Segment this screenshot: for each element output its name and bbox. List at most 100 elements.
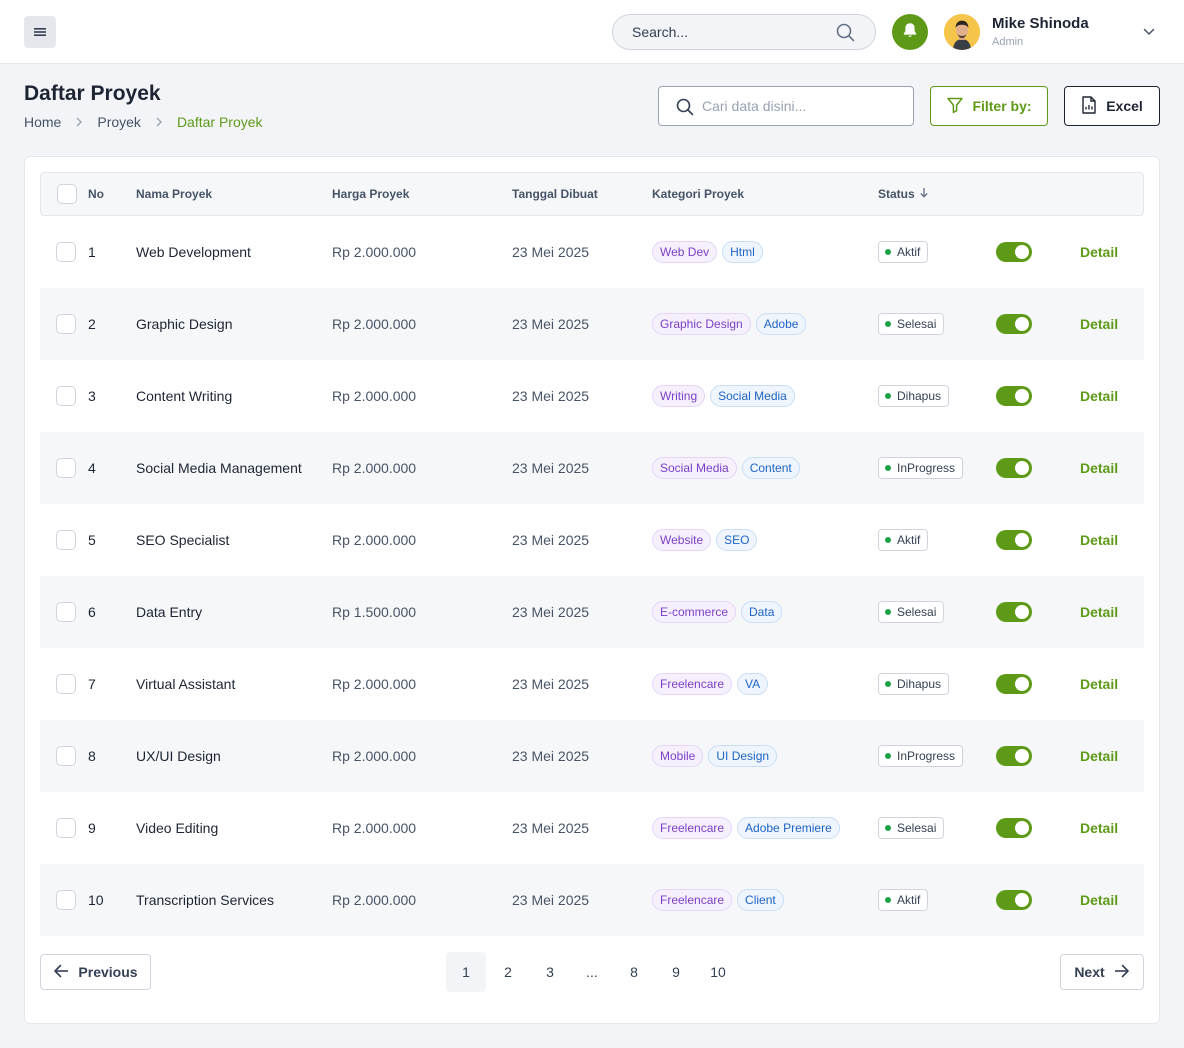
active-toggle[interactable]: [996, 674, 1032, 694]
breadcrumb-proyek[interactable]: Proyek: [97, 114, 141, 130]
project-price: Rp 1.500.000: [332, 604, 417, 620]
category-tag: Website: [652, 529, 712, 551]
project-price: Rp 2.000.000: [332, 388, 417, 404]
page-number[interactable]: 1: [446, 952, 486, 992]
hamburger-icon: [34, 25, 46, 40]
page-number[interactable]: 3: [546, 964, 554, 980]
category-tag: Freelencare: [652, 673, 733, 695]
pagination: 1 2 3... 8 9 10: [446, 952, 738, 992]
detail-button[interactable]: Detail: [1080, 748, 1119, 764]
chevron-right-icon: [73, 116, 85, 128]
column-header-status[interactable]: Status: [878, 187, 929, 201]
page-number[interactable]: 10: [710, 964, 726, 980]
table-row: 3 Content Writing Rp 2.000.000 23 Mei 2025 W…: [40, 360, 1144, 432]
select-all-checkbox[interactable]: [57, 184, 77, 204]
toggle-knob: [1015, 749, 1029, 763]
row-checkbox[interactable]: [56, 386, 76, 406]
previous-button[interactable]: Previous: [40, 954, 151, 990]
user-role: Admin: [992, 36, 1024, 48]
table-row: 4 Social Media Management Rp 2.000.000 23 M…: [40, 432, 1144, 504]
page-number[interactable]: 8: [630, 964, 638, 980]
menu-button[interactable]: [24, 16, 56, 48]
category-tag: Freelencare: [652, 889, 733, 911]
data-search-input[interactable]: [702, 87, 902, 125]
active-toggle[interactable]: [996, 242, 1032, 262]
active-toggle[interactable]: [996, 386, 1032, 406]
row-checkbox[interactable]: [56, 242, 76, 262]
next-label: Next: [1074, 964, 1105, 980]
project-table-card: No Nama Proyek Harga Proyek Tanggal Dibu…: [24, 156, 1160, 1024]
category-tag: SEO: [716, 529, 758, 551]
breadcrumb: Home Proyek Daftar Proyek: [24, 114, 263, 130]
row-checkbox[interactable]: [56, 458, 76, 478]
toggle-knob: [1015, 893, 1029, 907]
project-categories: Graphic Design Adobe: [652, 313, 807, 335]
chevron-right-icon: [153, 116, 165, 128]
row-checkbox[interactable]: [56, 746, 76, 766]
active-toggle[interactable]: [996, 458, 1032, 478]
category-tag: Data: [741, 601, 783, 623]
project-categories: Website SEO: [652, 529, 758, 551]
row-checkbox[interactable]: [56, 818, 76, 838]
row-checkbox[interactable]: [56, 602, 76, 622]
table-row: 2 Graphic Design Rp 2.000.000 23 Mei 2025 Gr…: [40, 288, 1144, 360]
row-checkbox[interactable]: [56, 314, 76, 334]
category-tag: Freelencare: [652, 817, 733, 839]
page-number[interactable]: 2: [504, 964, 512, 980]
row-number: 9: [88, 820, 96, 836]
search-icon: [676, 98, 694, 121]
status-dot: [885, 753, 891, 759]
active-toggle[interactable]: [996, 602, 1032, 622]
project-categories: Web Dev Html: [652, 241, 763, 263]
data-search-box: [658, 86, 914, 126]
detail-button[interactable]: Detail: [1080, 316, 1119, 332]
search-icon[interactable]: [836, 23, 855, 47]
row-number: 4: [88, 460, 96, 476]
category-tag: E-commerce: [652, 601, 737, 623]
toggle-knob: [1015, 821, 1029, 835]
active-toggle[interactable]: [996, 818, 1032, 838]
next-button[interactable]: Next: [1060, 954, 1144, 990]
active-toggle[interactable]: [996, 530, 1032, 550]
project-date: 23 Mei 2025: [512, 820, 590, 836]
project-name: Data Entry: [136, 604, 203, 620]
avatar[interactable]: [944, 14, 980, 50]
breadcrumb-home[interactable]: Home: [24, 114, 62, 130]
active-toggle[interactable]: [996, 746, 1032, 766]
top-bar: Mike Shinoda Admin: [0, 0, 1184, 64]
active-toggle[interactable]: [996, 314, 1032, 334]
notification-button[interactable]: [892, 14, 928, 50]
detail-button[interactable]: Detail: [1080, 388, 1119, 404]
table-header: No Nama Proyek Harga Proyek Tanggal Dibu…: [40, 172, 1144, 216]
project-price: Rp 2.000.000: [332, 244, 417, 260]
detail-button[interactable]: Detail: [1080, 820, 1119, 836]
detail-button[interactable]: Detail: [1080, 676, 1119, 692]
column-header-nama-proyek: Nama Proyek: [136, 187, 213, 201]
row-checkbox[interactable]: [56, 530, 76, 550]
excel-export-button[interactable]: Excel: [1064, 86, 1160, 126]
filter-button[interactable]: Filter by:: [930, 86, 1048, 126]
project-categories: E-commerce Data: [652, 601, 783, 623]
chevron-down-icon[interactable]: [1142, 25, 1156, 44]
table-row: 7 Virtual Assistant Rp 2.000.000 23 Mei 202…: [40, 648, 1144, 720]
page-number[interactable]: 9: [672, 964, 680, 980]
arrow-left-icon: [53, 964, 69, 981]
detail-button[interactable]: Detail: [1080, 532, 1119, 548]
detail-button[interactable]: Detail: [1080, 604, 1119, 620]
detail-button[interactable]: Detail: [1080, 244, 1119, 260]
status-label: Dihapus: [897, 389, 942, 403]
detail-button[interactable]: Detail: [1080, 460, 1119, 476]
category-tag: Client: [737, 889, 784, 911]
row-checkbox[interactable]: [56, 674, 76, 694]
row-checkbox[interactable]: [56, 890, 76, 910]
detail-button[interactable]: Detail: [1080, 892, 1119, 908]
table-body: 1 Web Development Rp 2.000.000 23 Mei 2025 W…: [40, 216, 1144, 936]
column-header-harga-proyek: Harga Proyek: [332, 187, 410, 201]
category-tag: Adobe: [755, 313, 807, 335]
row-number: 10: [88, 892, 104, 908]
active-toggle[interactable]: [996, 890, 1032, 910]
table-row: 6 Data Entry Rp 1.500.000 23 Mei 2025 E-comm…: [40, 576, 1144, 648]
status-badge: Aktif: [878, 529, 929, 551]
top-search-input[interactable]: [632, 15, 832, 49]
status-label: Aktif: [897, 245, 921, 259]
